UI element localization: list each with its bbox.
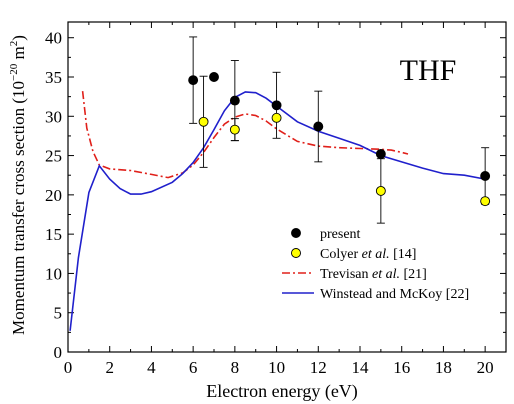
y-axis-label-main: Momentum transfer cross section (10 <box>9 81 28 335</box>
legend-marker <box>291 248 301 258</box>
y-tick-label: 40 <box>45 29 62 48</box>
data-point <box>271 112 282 123</box>
y-tick-label: 15 <box>45 225 62 244</box>
x-tick-label: 12 <box>310 358 327 377</box>
y-tick-label: 0 <box>54 343 63 362</box>
y-axis-label: Momentum transfer cross section (10−20 m… <box>8 35 28 335</box>
legend: present Colyer et al. [14] Trevisan et al.… <box>282 227 469 302</box>
plot-frame <box>67 21 507 353</box>
y-tick-label: 35 <box>45 68 62 87</box>
data-point <box>313 121 324 132</box>
legend-marker <box>291 228 301 238</box>
legend-label-part: et al. <box>372 267 400 282</box>
x-tick-label: 4 <box>147 358 156 377</box>
x-tick-label: 18 <box>435 358 452 377</box>
data-point <box>198 116 209 127</box>
y-tick-label: 25 <box>45 147 62 166</box>
y-tick-label: 10 <box>45 264 62 283</box>
data-point <box>271 100 282 111</box>
y-axis-label-exponent: −20 <box>8 63 20 81</box>
x-tick-label: 10 <box>268 358 285 377</box>
x-axis-label: Electron energy (eV) <box>206 381 358 402</box>
chart-title: THF <box>400 54 457 87</box>
legend-label-part: [14] <box>390 247 417 262</box>
legend-label: Winstead and McKoy [22] <box>320 287 469 302</box>
x-tick-label: 2 <box>105 358 114 377</box>
x-tick-label: 14 <box>352 358 370 377</box>
legend-label-part: Trevisan <box>320 267 372 282</box>
y-axis-label-end: ) <box>9 35 28 41</box>
y-tick-label: 20 <box>45 186 62 205</box>
data-point <box>480 171 491 181</box>
data-point <box>229 124 240 135</box>
y-axis-label-mid: m <box>9 46 28 63</box>
y-tick-label: 5 <box>54 304 63 323</box>
legend-label-part: et al. <box>362 247 390 262</box>
y-axis-label-exponent-2: 2 <box>8 41 20 47</box>
legend-label: Trevisan et al. [21] <box>320 267 427 282</box>
data-point <box>375 149 386 159</box>
series-line <box>81 91 409 179</box>
legend-label: present <box>320 227 361 242</box>
legend-label-part: [21] <box>400 267 427 282</box>
data-point <box>480 196 491 207</box>
data-point <box>209 72 219 82</box>
y-tick-label: 30 <box>45 107 62 126</box>
plot-area <box>69 36 491 331</box>
data-point <box>375 185 386 196</box>
legend-label-part: Colyer <box>320 247 362 262</box>
data-point <box>188 75 199 86</box>
series-group <box>69 36 491 331</box>
x-tick-label: 8 <box>231 358 240 377</box>
legend-label: Colyer et al. [14] <box>320 247 416 262</box>
x-tick-label: 0 <box>64 358 73 377</box>
x-tick-label: 16 <box>393 358 410 377</box>
x-tick-label: 20 <box>477 358 494 377</box>
axes-layer: 0 2 4 6 8 10 12 14 16 18 20 0 5 10 15 20 25 30 35 40 <box>45 21 507 377</box>
x-tick-label: 6 <box>189 358 198 377</box>
data-point <box>229 95 240 106</box>
